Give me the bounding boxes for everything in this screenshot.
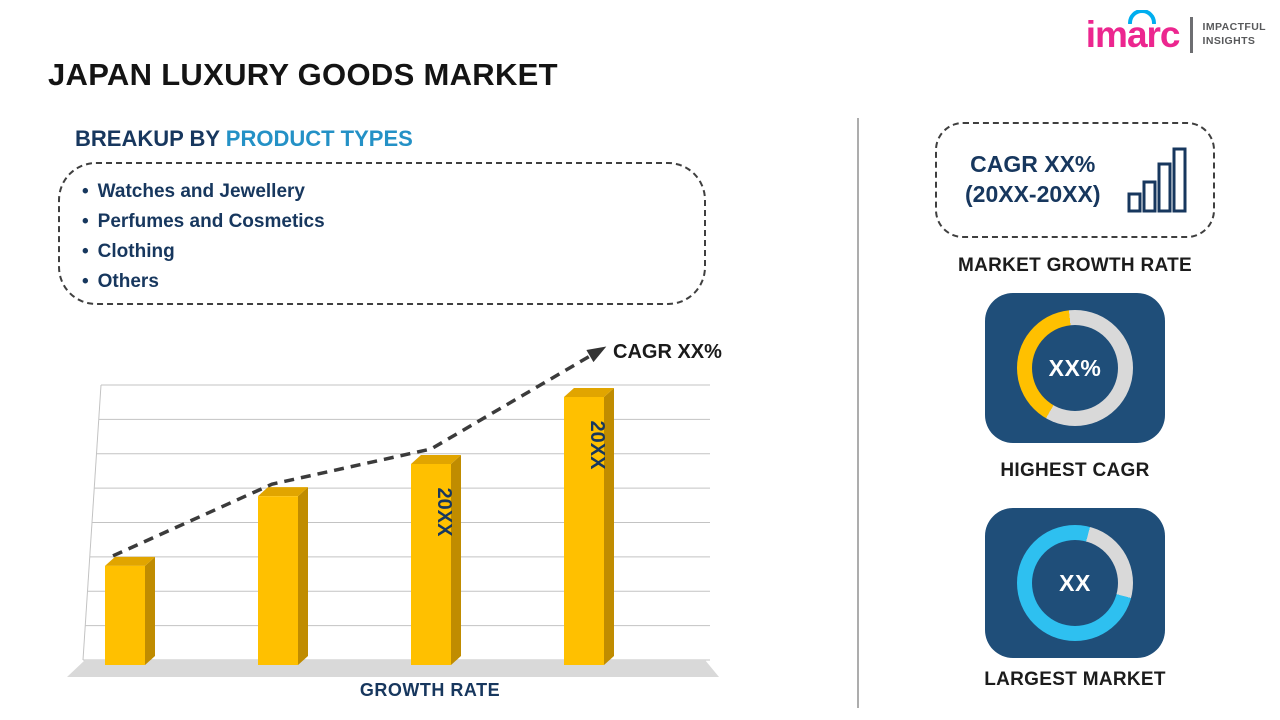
logo-tagline-line1: IMPACTFUL — [1202, 20, 1266, 33]
imarc-logo-wordmark: imarc — [1085, 10, 1181, 55]
imarc-brand-text: imarc — [1085, 14, 1181, 55]
largest-market-caption: LARGEST MARKET — [984, 669, 1166, 690]
donut-hole — [1032, 325, 1118, 411]
growth-card-text: CAGR XX% (20XX-20XX) — [965, 150, 1101, 210]
list-item-label: Clothing — [97, 241, 175, 262]
bullet-icon: • — [82, 181, 89, 202]
growth-card-line1: CAGR XX% — [970, 151, 1096, 178]
donut-hole — [1032, 540, 1118, 626]
section-heading-highlight: PRODUCT TYPES — [225, 126, 413, 151]
list-item-label: Watches and Jewellery — [97, 181, 305, 202]
svg-text:20XX: 20XX — [586, 421, 608, 471]
growth-rate-chart: 20XX 20XX — [55, 335, 735, 700]
logo-divider — [1189, 16, 1193, 53]
largest-market-value: XX — [1059, 569, 1091, 596]
market-growth-rate-card: CAGR XX% (20XX-20XX) — [935, 122, 1215, 238]
bar-chart-icon — [1127, 147, 1187, 213]
largest-market-donut: XX — [1017, 525, 1133, 641]
list-item: • Perfumes and Cosmetics — [82, 207, 680, 237]
bullet-icon: • — [82, 211, 89, 232]
logo-tagline: IMPACTFUL INSIGHTS — [1203, 21, 1266, 48]
list-item: • Others — [82, 267, 680, 297]
vertical-divider — [857, 118, 859, 708]
bullet-icon: • — [82, 241, 89, 262]
bullet-icon: • — [82, 271, 89, 292]
list-item-label: Others — [97, 271, 159, 292]
growth-chart-svg: 20XX 20XX — [67, 346, 719, 677]
list-item: • Clothing — [82, 237, 680, 267]
imarc-logo: imarc IMPACTFUL INSIGHTS — [1085, 10, 1266, 55]
page-title: JAPAN LUXURY GOODS MARKET — [48, 57, 558, 92]
list-item-label: Perfumes and Cosmetics — [97, 211, 325, 232]
product-types-box: • Watches and Jewellery • Perfumes and C… — [58, 162, 706, 305]
highest-cagr-caption: HIGHEST CAGR — [1000, 460, 1150, 481]
market-growth-rate-caption: MARKET GROWTH RATE — [957, 255, 1193, 276]
highest-cagr-tile: XX% — [985, 293, 1165, 443]
chart-x-axis-label: GROWTH RATE — [359, 680, 501, 700]
section-heading: BREAKUP BY PRODUCT TYPES — [75, 126, 413, 152]
growth-card-line2: (20XX-20XX) — [965, 181, 1101, 207]
list-item: • Watches and Jewellery — [82, 177, 680, 207]
highest-cagr-value: XX% — [1048, 354, 1102, 381]
svg-text:20XX: 20XX — [433, 488, 455, 538]
chart-cagr-annotation: CAGR XX% — [613, 341, 722, 363]
logo-swoosh-icon — [1127, 10, 1156, 24]
section-heading-prefix: BREAKUP BY — [75, 126, 226, 151]
highest-cagr-donut: XX% — [1017, 310, 1133, 426]
logo-tagline-line2: INSIGHTS — [1202, 34, 1256, 47]
largest-market-tile: XX — [985, 508, 1165, 658]
